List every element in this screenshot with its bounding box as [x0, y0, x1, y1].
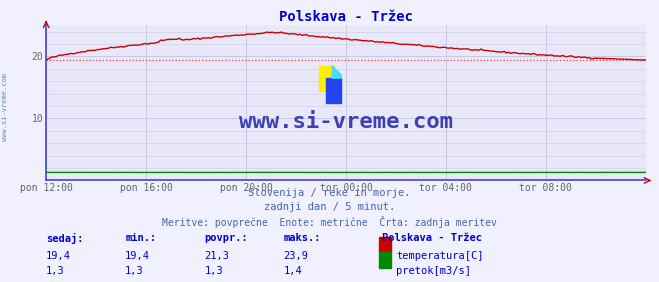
- Text: maks.:: maks.:: [283, 233, 321, 243]
- Text: min.:: min.:: [125, 233, 156, 243]
- Text: Polskava - Tržec: Polskava - Tržec: [382, 233, 482, 243]
- Text: www.si-vreme.com: www.si-vreme.com: [239, 112, 453, 131]
- Polygon shape: [326, 78, 341, 103]
- Polygon shape: [332, 66, 341, 78]
- Text: Slovenija / reke in morje.: Slovenija / reke in morje.: [248, 188, 411, 197]
- Text: 21,3: 21,3: [204, 251, 229, 261]
- Text: zadnji dan / 5 minut.: zadnji dan / 5 minut.: [264, 202, 395, 212]
- Text: www.si-vreme.com: www.si-vreme.com: [2, 73, 9, 141]
- Text: temperatura[C]: temperatura[C]: [396, 251, 484, 261]
- Title: Polskava - Tržec: Polskava - Tržec: [279, 10, 413, 24]
- Text: Meritve: povprečne  Enote: metrične  Črta: zadnja meritev: Meritve: povprečne Enote: metrične Črta:…: [162, 216, 497, 228]
- Text: 1,3: 1,3: [204, 266, 223, 276]
- Text: pretok[m3/s]: pretok[m3/s]: [396, 266, 471, 276]
- Text: 19,4: 19,4: [46, 251, 71, 261]
- Polygon shape: [319, 66, 334, 91]
- Text: 1,3: 1,3: [46, 266, 65, 276]
- Text: povpr.:: povpr.:: [204, 233, 248, 243]
- Text: 23,9: 23,9: [283, 251, 308, 261]
- Text: 1,4: 1,4: [283, 266, 302, 276]
- Text: 19,4: 19,4: [125, 251, 150, 261]
- Text: 1,3: 1,3: [125, 266, 144, 276]
- Text: sedaj:: sedaj:: [46, 233, 84, 244]
